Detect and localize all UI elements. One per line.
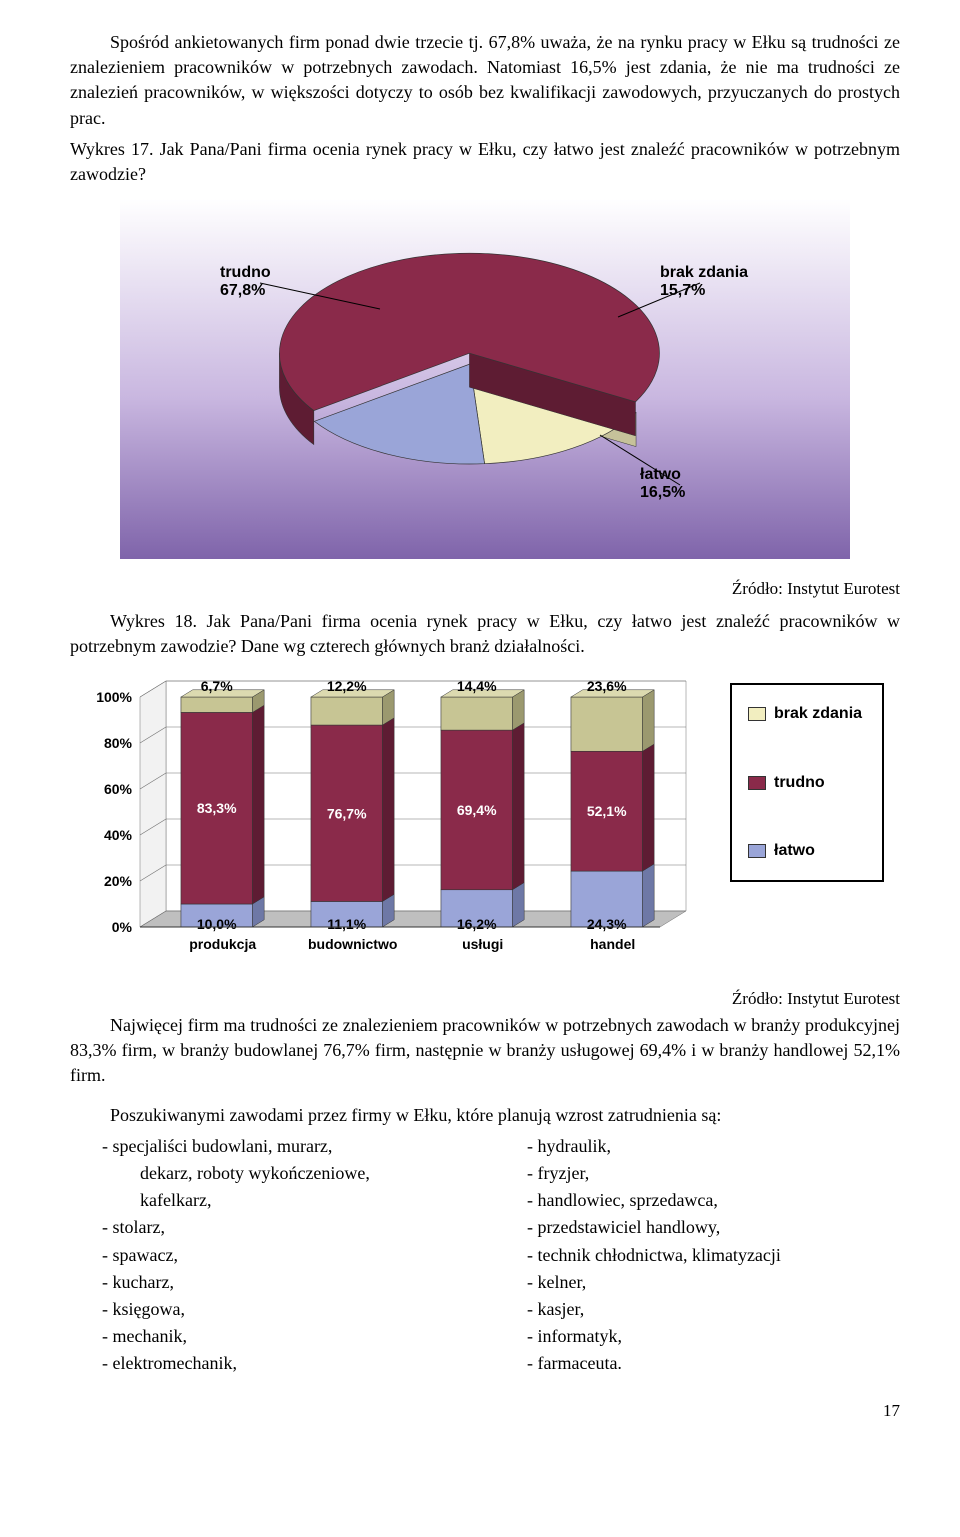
occupation-item: - handlowiec, sprzedawca, [495,1188,900,1213]
legend-swatch [748,707,766,721]
occupations-right-col: - hydraulik,- fryzjer,- handlowiec, sprz… [495,1132,900,1379]
occupation-item: - elektromechanik, [70,1351,485,1376]
occupation-item: - kucharz, [70,1270,485,1295]
pie-chart-svg: trudno67,8% brak zdania15,7% łatwo16,5% [100,199,870,559]
legend-item: brak zdania [748,703,862,725]
occupation-item: - mechanik, [70,1324,485,1349]
legend-swatch [748,844,766,858]
legend-item: trudno [748,772,862,794]
svg-text:100%: 100% [96,689,132,705]
svg-text:handel: handel [590,936,635,952]
occupations-left-col: - specjaliści budowlani, murarz,dekarz, … [70,1132,485,1379]
svg-text:budownictwo: budownictwo [308,936,397,952]
legend-label: trudno [774,772,825,794]
svg-text:16,5%: 16,5% [640,484,685,501]
svg-text:produkcja: produkcja [189,936,256,952]
paragraph-intro: Spośród ankietowanych firm ponad dwie tr… [70,30,900,131]
occupation-item: - przedstawiciel handlowy, [495,1215,900,1240]
legend-item: łatwo [748,840,862,862]
occupation-item: - księgowa, [70,1297,485,1322]
svg-text:76,7%: 76,7% [327,806,367,822]
svg-text:40%: 40% [104,827,133,843]
svg-text:trudno: trudno [220,264,271,281]
occupation-item: dekarz, roboty wykończeniowe, [70,1161,485,1186]
occupation-item: - farmaceuta. [495,1351,900,1376]
svg-text:0%: 0% [112,919,133,935]
bar-chart-svg: 0% 20% 40% 60% 80% 100% 10,0% 83,3% 6,7% produkcj… [70,679,710,969]
pie-chart-wykres17: trudno67,8% brak zdania15,7% łatwo16,5% [70,199,900,559]
svg-text:11,1%: 11,1% [327,916,366,932]
occupation-item: - fryzjer, [495,1161,900,1186]
legend-label: łatwo [774,840,815,862]
svg-text:83,3%: 83,3% [197,801,237,817]
source-line-1: Źródło: Instytut Eurotest [70,577,900,601]
svg-text:10,0%: 10,0% [197,916,237,932]
svg-text:52,1%: 52,1% [587,803,627,819]
svg-text:usługi: usługi [462,936,503,952]
source-line-2: Źródło: Instytut Eurotest [70,987,900,1011]
occupation-item: - technik chłodnictwa, klimatyzacji [495,1243,900,1268]
occupation-item: - hydraulik, [495,1134,900,1159]
svg-text:24,3%: 24,3% [587,916,627,932]
svg-text:14,4%: 14,4% [457,679,497,694]
legend-swatch [748,776,766,790]
svg-text:łatwo: łatwo [640,466,681,483]
occupation-item: kafelkarz, [70,1188,485,1213]
occupation-item: - spawacz, [70,1243,485,1268]
svg-text:69,4%: 69,4% [457,802,497,818]
occupation-item: - informatyk, [495,1324,900,1349]
svg-text:brak zdania: brak zdania [660,264,748,281]
paragraph-bar-summary: Najwięcej firm ma trudności ze znalezien… [70,1013,900,1089]
occupation-item: - specjaliści budowlani, murarz, [70,1134,485,1159]
svg-text:60%: 60% [104,781,133,797]
occupations-columns: - specjaliści budowlani, murarz,dekarz, … [70,1132,900,1379]
occupation-item: - stolarz, [70,1215,485,1240]
svg-text:12,2%: 12,2% [327,679,367,694]
occupations-intro: Poszukiwanymi zawodami przez firmy w Ełk… [70,1103,900,1128]
occupation-item: - kasjer, [495,1297,900,1322]
svg-text:15,7%: 15,7% [660,282,705,299]
svg-text:23,6%: 23,6% [587,679,627,694]
svg-text:16,2%: 16,2% [457,916,497,932]
bar-chart-wykres18-row: 0% 20% 40% 60% 80% 100% 10,0% 83,3% 6,7% produkcj… [70,679,900,969]
svg-text:20%: 20% [104,873,133,889]
wykres18-caption: Wykres 18. Jak Pana/Pani firma ocenia ry… [70,609,900,659]
occupation-item: - kelner, [495,1270,900,1295]
svg-text:6,7%: 6,7% [201,679,233,694]
svg-text:67,8%: 67,8% [220,282,265,299]
page-number: 17 [70,1399,900,1423]
bar-chart-legend: brak zdania trudno łatwo [730,683,884,882]
svg-text:80%: 80% [104,735,133,751]
legend-label: brak zdania [774,703,862,725]
wykres17-caption: Wykres 17. Jak Pana/Pani firma ocenia ry… [70,137,900,187]
